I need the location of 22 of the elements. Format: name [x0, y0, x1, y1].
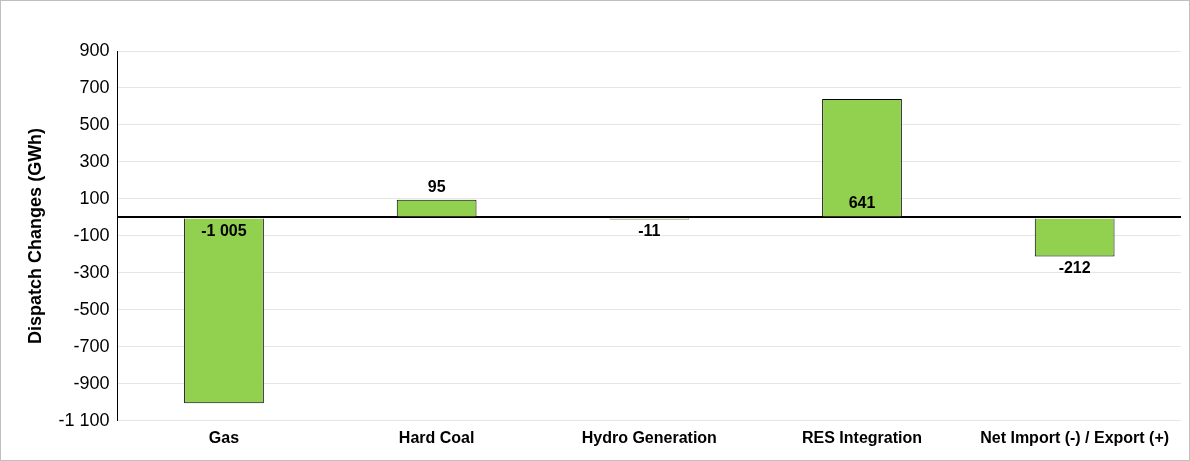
y-tick-label: -100 — [73, 224, 110, 245]
x-tick-label: Gas — [208, 428, 240, 446]
data-label: 641 — [848, 193, 876, 211]
x-tick-label: Hydro Generation — [581, 428, 717, 446]
data-label: -212 — [1058, 259, 1091, 277]
y-tick-label: 100 — [79, 187, 110, 208]
y-tick-label: -700 — [73, 335, 110, 356]
data-label: 95 — [427, 178, 446, 196]
y-tick-label: -300 — [73, 261, 110, 282]
y-tick-label: -500 — [73, 298, 110, 319]
y-axis-title: Dispatch Changes (GWh) — [24, 127, 45, 344]
y-tick-label: 700 — [79, 76, 110, 97]
x-tick-label: Net Import (-) / Export (+) — [980, 428, 1170, 446]
y-tick-label: 900 — [79, 39, 110, 60]
x-tick-label: Hard Coal — [398, 428, 475, 446]
x-tick-label: RES Integration — [801, 428, 922, 446]
data-label: -11 — [638, 221, 661, 239]
y-tick-label: 300 — [79, 150, 110, 171]
y-tick-label: 500 — [79, 113, 110, 134]
y-tick-label: -900 — [73, 372, 110, 393]
y-tick-label: -1 100 — [58, 409, 110, 430]
data-label: -1 005 — [201, 221, 247, 239]
